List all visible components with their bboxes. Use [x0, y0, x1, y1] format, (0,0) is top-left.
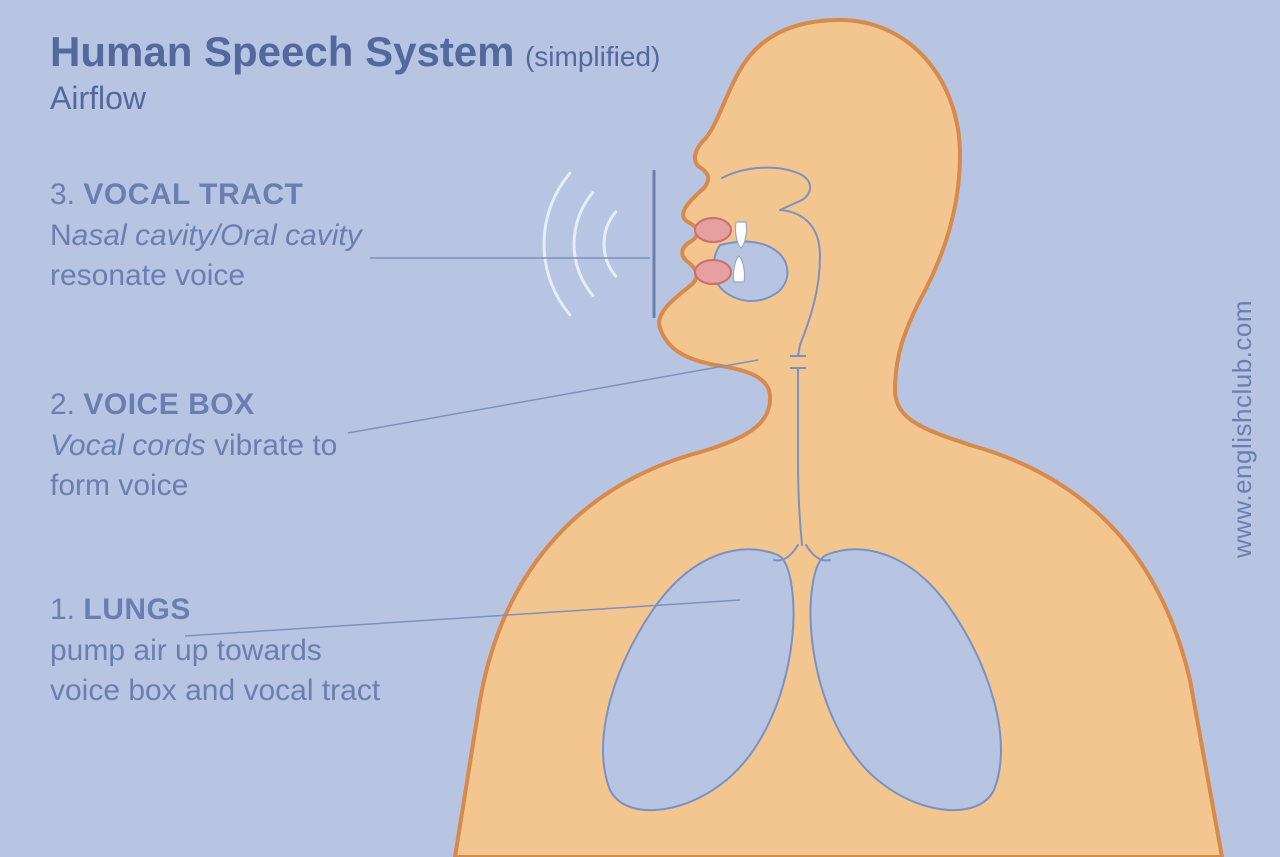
label-head: LUNGS — [83, 593, 191, 626]
label-line2-prefix: N — [50, 219, 72, 252]
label-head: VOCAL TRACT — [83, 178, 303, 211]
upper-lip — [695, 218, 731, 242]
label-lungs: 1. LUNGS pump air up towards voice box a… — [50, 590, 380, 712]
label-number: 2. — [50, 388, 75, 421]
label-voice-box: 2. VOICE BOX Vocal cords vibrate to form… — [50, 385, 337, 507]
label-vocal-tract: 3. VOCAL TRACT Nasal cavity/Oral cavity … — [50, 175, 362, 297]
attribution-text: www.englishclub.com — [1227, 299, 1258, 557]
label-number: 1. — [50, 593, 75, 626]
title-suffix: (simplified) — [525, 41, 660, 72]
label-line2-rest: vibrate to — [206, 429, 338, 462]
label-head: VOICE BOX — [83, 388, 254, 421]
label-line3: resonate voice — [50, 256, 362, 297]
label-line3: form voice — [50, 466, 337, 507]
title-main: Human Speech System — [50, 28, 515, 75]
label-number: 3. — [50, 178, 75, 211]
label-line3: voice box and vocal tract — [50, 671, 380, 712]
label-line2-italic: asal cavity/Oral cavity — [72, 219, 362, 252]
title-subtitle: Airflow — [50, 80, 660, 117]
label-line2: pump air up towards — [50, 631, 380, 672]
label-line2-italic: Vocal cords — [50, 429, 206, 462]
lower-lip — [695, 260, 731, 284]
title-block: Human Speech System (simplified) Airflow — [50, 28, 660, 117]
